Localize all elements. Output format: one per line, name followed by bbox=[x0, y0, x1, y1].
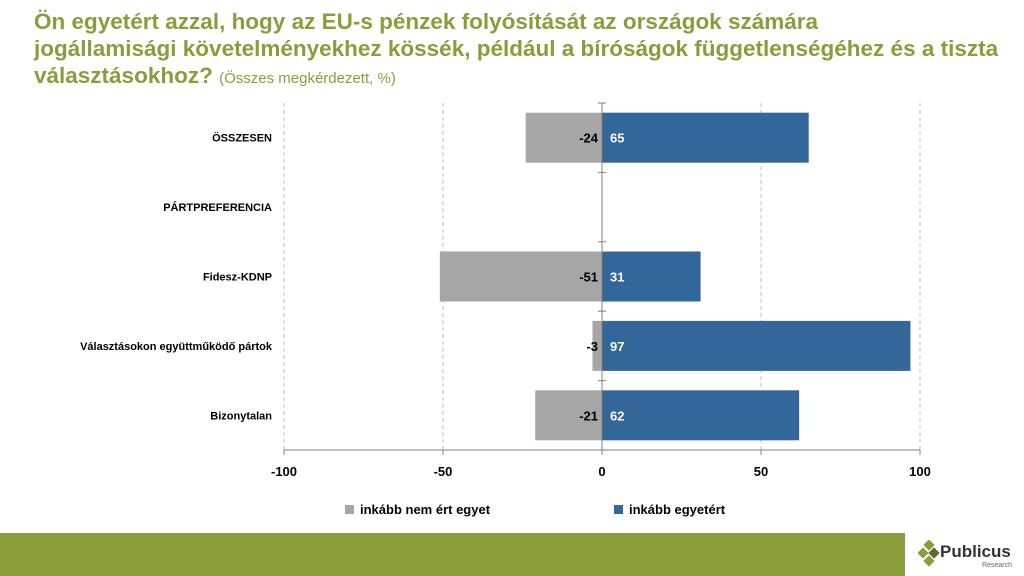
category-label: Választásokon együttműködő pártok bbox=[80, 341, 273, 353]
bar-disagree bbox=[525, 112, 602, 163]
bar-disagree bbox=[535, 390, 602, 441]
bar-agree bbox=[602, 320, 911, 371]
legend-label-agree: inkább egyetért bbox=[629, 502, 726, 517]
logo-sub: Research bbox=[982, 562, 1012, 569]
logo-name: Publicus bbox=[940, 542, 1011, 561]
legend-swatch-disagree bbox=[345, 505, 354, 514]
legend-swatch-agree bbox=[614, 505, 623, 514]
data-label: 65 bbox=[610, 131, 624, 146]
title-line-3-text: választásokhoz? bbox=[34, 63, 213, 88]
chart-title: Ön egyetért azzal, hogy az EU-s pénzek f… bbox=[34, 8, 1009, 92]
data-label: -51 bbox=[579, 270, 598, 285]
bar-agree bbox=[602, 112, 809, 163]
data-label: -24 bbox=[579, 131, 599, 146]
bar-disagree bbox=[592, 320, 602, 371]
data-label: 31 bbox=[610, 270, 624, 285]
category-label: Fidesz-KDNP bbox=[203, 272, 272, 284]
category-label: PÁRTPREFERENCIA bbox=[163, 201, 272, 214]
legend-label-disagree: inkább nem ért egyet bbox=[360, 502, 491, 517]
category-label: ÖSSZESEN bbox=[212, 132, 272, 145]
chart-subtitle: (Összes megkérdezett, %) bbox=[219, 70, 396, 87]
bar-disagree bbox=[439, 251, 602, 302]
footer-bar bbox=[0, 533, 905, 576]
title-line-1: Ön egyetért azzal, hogy az EU-s pénzek f… bbox=[34, 9, 819, 34]
title-line-2: jogállamisági követelményekhez kössék, p… bbox=[34, 36, 999, 61]
x-tick-label: -100 bbox=[271, 464, 297, 479]
logo-diamond-icon bbox=[918, 540, 940, 567]
data-label: 97 bbox=[610, 339, 624, 354]
bar-agree bbox=[602, 390, 800, 441]
bar-agree bbox=[602, 251, 701, 302]
legend-item-agree: inkább egyetért bbox=[614, 502, 725, 517]
data-label: -3 bbox=[586, 339, 598, 354]
x-tick-label: 0 bbox=[598, 464, 605, 479]
category-label: Bizonytalan bbox=[210, 410, 272, 422]
title-line-3: választásokhoz? (Összes megkérdezett, %) bbox=[34, 62, 1009, 92]
legend-item-disagree: inkább nem ért egyet bbox=[345, 502, 490, 517]
x-tick-label: 50 bbox=[754, 464, 768, 479]
x-tick-label: 100 bbox=[909, 464, 931, 479]
data-label: -21 bbox=[579, 408, 598, 423]
data-label: 62 bbox=[610, 408, 624, 423]
x-tick-label: -50 bbox=[434, 464, 453, 479]
legend: inkább nem ért egyet inkább egyetért bbox=[0, 502, 1024, 522]
publicus-logo: Publicus Research bbox=[918, 537, 1022, 573]
